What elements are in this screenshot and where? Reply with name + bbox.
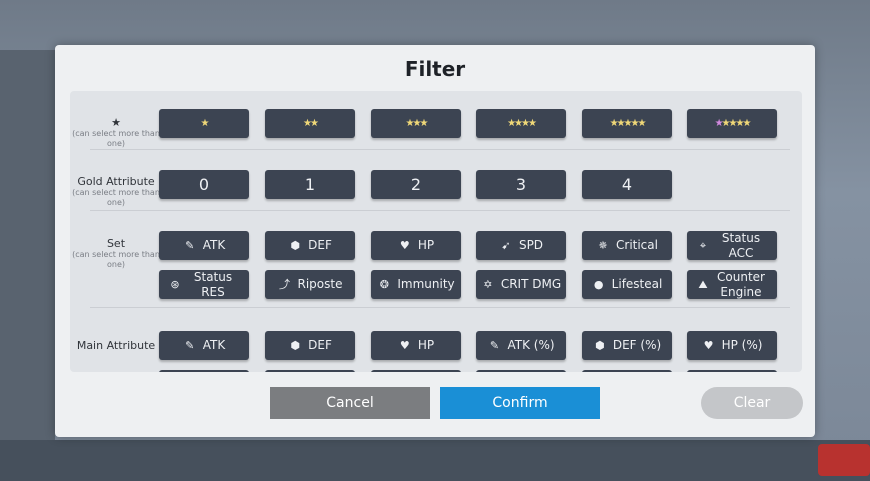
confirm-button[interactable]: Confirm bbox=[440, 387, 600, 419]
option-label: HP (%) bbox=[721, 338, 763, 352]
gear-icon: ✡ bbox=[483, 278, 493, 291]
sword-icon: ✎ bbox=[185, 239, 195, 252]
stars-icon: ★ bbox=[200, 118, 210, 129]
option-label: Immunity bbox=[397, 277, 455, 291]
main-attribute-def[interactable]: ⬢ DEF (%) bbox=[582, 331, 672, 360]
riposte-icon: ⤴ bbox=[279, 278, 290, 291]
dialog-title: Filter bbox=[404, 57, 466, 81]
main-attribute-next-row-button[interactable] bbox=[687, 370, 777, 372]
option-label: 4 bbox=[621, 175, 633, 194]
option-label: DEF bbox=[308, 338, 332, 352]
stars-icon: ★★★ bbox=[405, 118, 429, 129]
gold-attribute-label: Gold Attribute (can select more than one) bbox=[72, 175, 160, 207]
filter-dialog: Filter ★ (can select more than one) Gold … bbox=[55, 45, 815, 437]
shield-icon: ⬢ bbox=[290, 239, 300, 252]
main-attribute-hp[interactable]: ♥ HP (%) bbox=[687, 331, 777, 360]
star-filter-6[interactable]: ★★★★★ bbox=[687, 109, 777, 138]
main-attribute-next-row-button[interactable] bbox=[476, 370, 566, 372]
option-label: 1 bbox=[304, 175, 316, 194]
star-filter-5[interactable]: ★★★★★ bbox=[582, 109, 672, 138]
stars-icon: ★★★★★ bbox=[609, 118, 647, 129]
gold-attribute-0[interactable]: 0 bbox=[159, 170, 249, 199]
set-riposte[interactable]: ⤴ Riposte bbox=[265, 270, 355, 299]
background-bottom-bar bbox=[0, 440, 870, 481]
target-icon: ⌖ bbox=[699, 239, 707, 252]
divider bbox=[90, 307, 790, 308]
set-spd[interactable]: ➹ SPD bbox=[476, 231, 566, 260]
set-status-acc[interactable]: ⌖ Status ACC bbox=[687, 231, 777, 260]
gold-attribute-3[interactable]: 3 bbox=[476, 170, 566, 199]
set-critical[interactable]: ✵ Critical bbox=[582, 231, 672, 260]
heart-icon: ♥ bbox=[703, 339, 714, 352]
option-label: SPD bbox=[518, 238, 544, 252]
main-attribute-label: Main Attribute bbox=[76, 339, 156, 352]
option-label: CRIT DMG bbox=[500, 277, 562, 291]
set-atk[interactable]: ✎ ATK bbox=[159, 231, 249, 260]
option-label: 2 bbox=[410, 175, 422, 194]
cancel-button[interactable]: Cancel bbox=[270, 387, 430, 419]
star-filter-3[interactable]: ★★★ bbox=[371, 109, 461, 138]
set-counter-engine[interactable]: ⛰ Counter Engine bbox=[687, 270, 777, 299]
set-hp[interactable]: ♥ HP bbox=[371, 231, 461, 260]
option-label: ATK bbox=[202, 238, 226, 252]
main-attribute-def[interactable]: ⬢ DEF bbox=[265, 331, 355, 360]
star-filter-1[interactable]: ★ bbox=[159, 109, 249, 138]
option-label: 3 bbox=[515, 175, 527, 194]
drop-icon: ● bbox=[593, 278, 604, 291]
gold-attribute-1[interactable]: 1 bbox=[265, 170, 355, 199]
option-label: DEF (%) bbox=[612, 338, 662, 352]
option-label: Riposte bbox=[297, 277, 343, 291]
counter-icon: ⛰ bbox=[698, 278, 708, 291]
option-label: HP bbox=[417, 338, 435, 352]
set-def[interactable]: ⬢ DEF bbox=[265, 231, 355, 260]
option-label: HP bbox=[417, 238, 435, 252]
shield-icon: ⬢ bbox=[290, 339, 300, 352]
background-red-button bbox=[818, 444, 870, 476]
clear-button[interactable]: Clear bbox=[701, 387, 803, 419]
main-attribute-next-row-button[interactable] bbox=[582, 370, 672, 372]
set-lifesteal[interactable]: ● Lifesteal bbox=[582, 270, 672, 299]
main-attribute-next-row-button[interactable] bbox=[159, 370, 249, 372]
main-attribute-next-row-button[interactable] bbox=[371, 370, 461, 372]
option-label: DEF bbox=[308, 238, 332, 252]
main-attribute-hp[interactable]: ♥ HP bbox=[371, 331, 461, 360]
stars-label: ★ (can select more than one) bbox=[72, 116, 160, 148]
set-status-res[interactable]: ⊛ Status RES bbox=[159, 270, 249, 299]
boot-icon: ➹ bbox=[501, 239, 511, 252]
option-label: Status ACC bbox=[721, 230, 761, 260]
option-label: ATK (%) bbox=[507, 338, 555, 352]
stars-icon: ★★ bbox=[303, 118, 319, 129]
option-label: 0 bbox=[198, 175, 210, 194]
immunity-icon: ❂ bbox=[379, 278, 389, 291]
stars-icon: ★★★★★ bbox=[714, 118, 752, 129]
heart-icon: ♥ bbox=[399, 239, 410, 252]
gold-attribute-2[interactable]: 2 bbox=[371, 170, 461, 199]
divider bbox=[90, 210, 790, 211]
sword-icon: ✎ bbox=[489, 339, 500, 352]
star-filter-2[interactable]: ★★ bbox=[265, 109, 355, 138]
option-label: Counter Engine bbox=[717, 269, 765, 299]
set-label: Set (can select more than one) bbox=[72, 237, 160, 269]
main-attribute-atk[interactable]: ✎ ATK (%) bbox=[476, 331, 566, 360]
set-immunity[interactable]: ❂ Immunity bbox=[371, 270, 461, 299]
option-label: Lifesteal bbox=[611, 277, 663, 291]
filter-panel[interactable]: ★ (can select more than one) Gold Attribu… bbox=[70, 91, 802, 372]
background-sidebar bbox=[0, 50, 55, 440]
option-label: Critical bbox=[616, 238, 658, 252]
main-attribute-next-row-button[interactable] bbox=[265, 370, 355, 372]
divider bbox=[90, 149, 790, 150]
sword-icon: ✎ bbox=[185, 339, 195, 352]
option-label: Status RES bbox=[193, 269, 233, 299]
resist-icon: ⊛ bbox=[170, 278, 180, 291]
heart-icon: ♥ bbox=[399, 339, 410, 352]
shield-icon: ⬢ bbox=[595, 339, 605, 352]
star-filter-4[interactable]: ★★★★ bbox=[476, 109, 566, 138]
set-crit-dmg[interactable]: ✡ CRIT DMG bbox=[476, 270, 566, 299]
gold-attribute-4[interactable]: 4 bbox=[582, 170, 672, 199]
option-label: ATK bbox=[202, 338, 226, 352]
stars-icon: ★★★★ bbox=[507, 118, 537, 129]
crit-icon: ✵ bbox=[598, 239, 608, 252]
main-attribute-atk[interactable]: ✎ ATK bbox=[159, 331, 249, 360]
